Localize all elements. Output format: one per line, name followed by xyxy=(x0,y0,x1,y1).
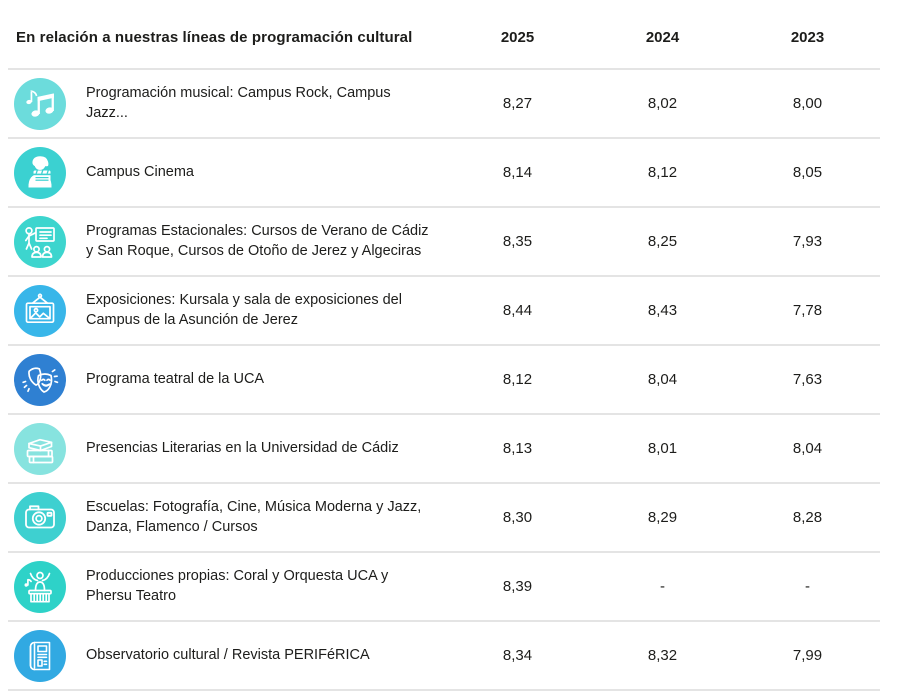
row-label: Escuelas: Fotografía, Cine, Música Moder… xyxy=(86,498,422,535)
value-2023: 8,05 xyxy=(792,164,823,181)
table-title: En relación a nuestras líneas de program… xyxy=(16,28,413,46)
row-icon-cell xyxy=(8,422,80,475)
film-director-icon xyxy=(14,146,66,199)
value-2025: 8,27 xyxy=(502,95,533,112)
row-icon-cell xyxy=(8,629,80,682)
theater-masks-icon xyxy=(14,353,66,406)
book-stack-icon xyxy=(14,422,66,475)
table-row: Producciones propias: Coral y Orquesta U… xyxy=(8,553,880,622)
value-2023: 7,93 xyxy=(792,233,823,250)
value-2025: 8,35 xyxy=(502,233,533,250)
value-2023: 8,28 xyxy=(792,509,823,526)
row-icon-cell xyxy=(8,215,80,268)
year-column-2023: 2023 xyxy=(790,28,825,46)
value-2023: 7,63 xyxy=(792,371,823,388)
camera-icon xyxy=(14,491,66,544)
row-label: Programa teatral de la UCA xyxy=(86,370,265,387)
value-2024: 8,02 xyxy=(647,95,678,112)
value-2024: 8,43 xyxy=(647,302,678,319)
value-2024: 8,12 xyxy=(647,164,678,181)
conductor-icon xyxy=(14,560,66,613)
row-icon-cell xyxy=(8,560,80,613)
row-icon-cell xyxy=(8,284,80,337)
value-2025: 8,34 xyxy=(502,647,533,664)
year-column-2024: 2024 xyxy=(645,28,680,46)
row-icon-cell xyxy=(8,77,80,130)
table-row: Exposiciones: Kursala y sala de exposici… xyxy=(8,277,880,346)
value-2023: 7,78 xyxy=(792,302,823,319)
row-label: Programas Estacionales: Cursos de Verano… xyxy=(86,222,429,259)
value-2023: 8,00 xyxy=(792,95,823,112)
value-2024: 8,25 xyxy=(647,233,678,250)
value-2024: 8,01 xyxy=(647,440,678,457)
row-label: Programación musical: Campus Rock, Campu… xyxy=(86,84,391,121)
newspaper-icon xyxy=(14,629,66,682)
row-label: Observatorio cultural / Revista PERIFéRI… xyxy=(86,646,370,663)
row-icon-cell xyxy=(8,491,80,544)
value-2025: 8,12 xyxy=(502,371,533,388)
row-icon-cell xyxy=(8,146,80,199)
value-2024: 8,32 xyxy=(647,647,678,664)
value-2025: 8,39 xyxy=(502,578,533,595)
row-label: Producciones propias: Coral y Orquesta U… xyxy=(86,567,389,604)
table-header: En relación a nuestras líneas de program… xyxy=(8,0,880,70)
value-2025: 8,44 xyxy=(502,302,533,319)
table-row: Programas Estacionales: Cursos de Verano… xyxy=(8,208,880,277)
value-2024: - xyxy=(660,578,665,595)
picture-frame-icon xyxy=(14,284,66,337)
value-2023: 8,04 xyxy=(792,440,823,457)
table-row: Presencias Literarias en la Universidad … xyxy=(8,415,880,484)
row-label: Campus Cinema xyxy=(86,163,194,180)
music-notes-icon xyxy=(14,77,66,130)
value-2025: 8,13 xyxy=(502,440,533,457)
year-column-2025: 2025 xyxy=(500,28,535,46)
row-icon-cell xyxy=(8,353,80,406)
teacher-presentation-icon xyxy=(14,215,66,268)
table-row: Observatorio cultural / Revista PERIFéRI… xyxy=(8,622,880,691)
table-row: Escuelas: Fotografía, Cine, Música Moder… xyxy=(8,484,880,553)
row-label: Exposiciones: Kursala y sala de exposici… xyxy=(86,291,402,328)
table-row: Programación musical: Campus Rock, Campu… xyxy=(8,70,880,139)
value-2025: 8,14 xyxy=(502,164,533,181)
value-2023: 7,99 xyxy=(792,647,823,664)
value-2023: - xyxy=(805,578,810,595)
row-label: Presencias Literarias en la Universidad … xyxy=(86,439,399,456)
value-2024: 8,29 xyxy=(647,509,678,526)
value-2024: 8,04 xyxy=(647,371,678,388)
table-row: Programa teatral de la UCA 8,12 8,04 7,6… xyxy=(8,346,880,415)
value-2025: 8,30 xyxy=(502,509,533,526)
table-row: Campus Cinema 8,14 8,12 8,05 xyxy=(8,139,880,208)
